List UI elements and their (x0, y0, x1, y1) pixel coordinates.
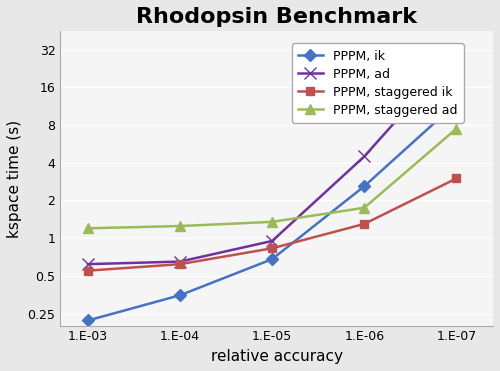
Y-axis label: kspace time (s): kspace time (s) (7, 119, 22, 237)
X-axis label: relative accuracy: relative accuracy (210, 349, 342, 364)
PPPM, ik (269, 257, 275, 261)
PPPM, ik (177, 293, 183, 298)
PPPM, staggered ad (269, 220, 275, 224)
PPPM, staggered ad (454, 127, 460, 131)
PPPM, staggered ik (85, 269, 91, 273)
Line: PPPM, ad: PPPM, ad (82, 47, 462, 270)
PPPM, staggered ad (362, 206, 368, 210)
PPPM, staggered ik (177, 262, 183, 266)
Line: PPPM, staggered ad: PPPM, staggered ad (83, 124, 462, 233)
PPPM, staggered ad (85, 226, 91, 230)
PPPM, ik (85, 318, 91, 323)
PPPM, staggered ik (269, 246, 275, 250)
Line: PPPM, staggered ik: PPPM, staggered ik (84, 174, 460, 275)
PPPM, staggered ad (177, 224, 183, 228)
PPPM, staggered ik (454, 176, 460, 181)
PPPM, ik (362, 184, 368, 188)
Legend: PPPM, ik, PPPM, ad, PPPM, staggered ik, PPPM, staggered ad: PPPM, ik, PPPM, ad, PPPM, staggered ik, … (292, 43, 464, 123)
PPPM, ad (454, 51, 460, 56)
Title: Rhodopsin Benchmark: Rhodopsin Benchmark (136, 7, 417, 27)
PPPM, ad (269, 239, 275, 243)
PPPM, ik (454, 101, 460, 105)
Line: PPPM, ik: PPPM, ik (84, 99, 460, 325)
PPPM, staggered ik (362, 222, 368, 226)
PPPM, ad (177, 259, 183, 264)
PPPM, ad (85, 262, 91, 266)
PPPM, ad (362, 154, 368, 159)
